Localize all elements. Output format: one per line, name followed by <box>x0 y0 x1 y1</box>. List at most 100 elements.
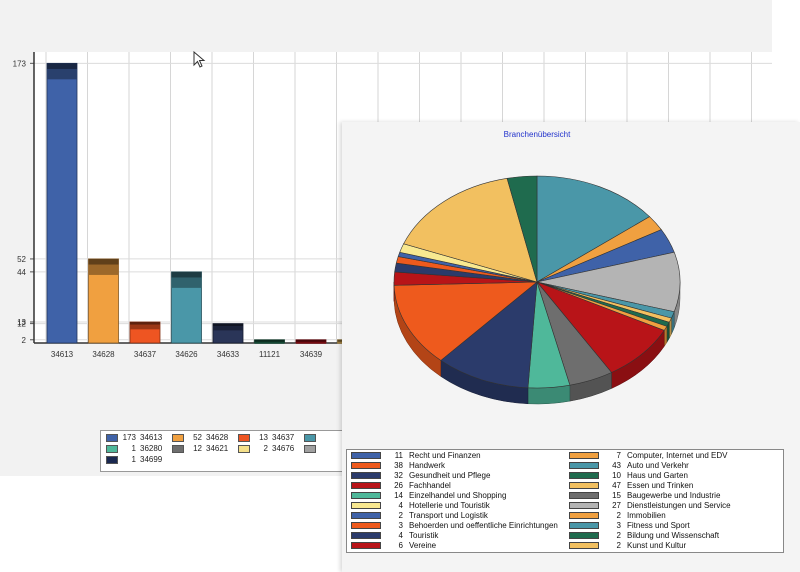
pie-legend-item: 6 Vereine <box>351 541 436 551</box>
bar-legend-count: 2 <box>263 444 268 453</box>
y-tick-label: 173 <box>13 59 27 68</box>
pie-legend-label: Auto und Verkehr <box>627 461 689 470</box>
bar-cap-edge <box>47 63 77 69</box>
pie-legend-item: 27 Dienstleistungen und Service <box>569 501 731 511</box>
pie-legend-item: 4 Hotellerie und Touristik <box>351 501 490 511</box>
pie-legend-swatch <box>351 502 381 510</box>
pie-legend-swatch <box>351 522 381 530</box>
pie-legend-swatch <box>351 462 381 470</box>
pie-legend-label: Fitness und Sport <box>627 521 690 530</box>
pie-legend-count: 11 <box>394 451 403 460</box>
pie-legend-swatch <box>351 482 381 490</box>
pie-legend-count: 2 <box>616 511 621 520</box>
bar-cap-edge <box>213 323 243 326</box>
pie-legend-item: 2 Transport und Logistik <box>351 511 488 521</box>
bar-legend-label: 34613 <box>140 433 163 442</box>
x-tick-label: 34613 <box>51 350 74 359</box>
bar-legend-swatch <box>106 455 118 464</box>
bar-cap-edge <box>171 271 202 278</box>
bar-legend-item: 2 34676 <box>238 444 294 454</box>
y-tick-label: 13 <box>17 318 26 327</box>
pie-legend-item: 11 Recht und Finanzen <box>351 451 481 461</box>
bar-legend-label: 34621 <box>206 444 229 453</box>
pie-legend-item: 4 Touristik <box>351 531 438 541</box>
bar-cap-edge <box>254 339 285 342</box>
pie-legend-count: 14 <box>394 491 403 500</box>
pie-legend-count: 4 <box>398 501 403 510</box>
pie-legend-count: 6 <box>398 541 403 550</box>
pie-legend-swatch <box>569 522 599 530</box>
mouse-cursor-icon <box>193 51 206 68</box>
pie-legend-count: 38 <box>394 461 403 470</box>
pie-legend-label: Fachhandel <box>409 481 451 490</box>
y-tick-label: 44 <box>17 268 26 277</box>
bar-legend-item <box>304 433 338 443</box>
pie-legend-item: 14 Einzelhandel und Shopping <box>351 491 506 501</box>
pie-legend-count: 47 <box>612 481 621 490</box>
pie-legend-item: 10 Haus und Garten <box>569 471 688 481</box>
pie-legend-item: 2 Bildung und Wissenschaft <box>569 531 719 541</box>
pie-legend-label: Haus und Garten <box>627 471 688 480</box>
pie-legend-item: 38 Handwerk <box>351 461 445 471</box>
pie-legend-item: 3 Fitness und Sport <box>569 521 690 531</box>
pie-legend-count: 2 <box>398 511 403 520</box>
bar-legend-item: 52 34628 <box>172 433 228 443</box>
bar-cap-edge <box>130 321 160 325</box>
pie-slice <box>403 178 538 283</box>
x-tick-label: 11121 <box>259 350 281 359</box>
pie-legend-label: Immobilien <box>627 511 666 520</box>
y-tick-label: 2 <box>22 336 27 345</box>
pie-legend-swatch <box>351 452 381 460</box>
y-tick-label: 12 <box>17 320 26 329</box>
pie-slice <box>440 281 538 389</box>
x-tick-label: 34626 <box>175 350 198 359</box>
pie-legend-swatch <box>569 492 599 500</box>
pie-legend-swatch <box>351 532 381 540</box>
bar-cap-edge <box>88 258 119 265</box>
pie-legend-item: 15 Baugewerbe und Industrie <box>569 491 720 501</box>
bar-legend-count: 52 <box>193 433 202 442</box>
bar-legend-item <box>304 444 338 454</box>
pie-legend-count: 7 <box>616 451 621 460</box>
bar-legend-swatch <box>106 433 118 442</box>
pie-legend-item: 43 Auto und Verkehr <box>569 461 689 471</box>
bar-legend-swatch <box>172 444 184 453</box>
pie-legend-label: Dienstleistungen und Service <box>627 501 731 510</box>
pie-legend-swatch <box>569 502 599 510</box>
bar-legend-item: 1 36280 <box>106 444 162 454</box>
bar-legend-item: 12 34621 <box>172 444 228 454</box>
bar-legend-swatch <box>238 444 250 453</box>
pie-legend-count: 3 <box>616 521 621 530</box>
pie-legend-label: Touristik <box>409 531 439 540</box>
pie-legend-label: Bildung und Wissenschaft <box>627 531 720 540</box>
pie-slice <box>536 175 651 283</box>
pie-legend-swatch <box>569 462 599 470</box>
pie-legend-count: 2 <box>616 531 621 540</box>
pie-chart-window: Branchenübersicht 11 Recht und Finanzen 38… <box>342 122 800 572</box>
pie-legend-label: Kunst und Kultur <box>627 541 687 550</box>
bar-cap <box>213 323 243 331</box>
pie-legend-item: 2 Immobilien <box>569 511 666 521</box>
pie-legend-swatch <box>351 492 381 500</box>
pie-legend-label: Behoerden und oeffentliche Einrichtungen <box>409 521 558 530</box>
pie-legend-item: 32 Gesundheit und Pflege <box>351 471 490 481</box>
pie-legend-label: Handwerk <box>409 461 446 470</box>
pie-legend-swatch <box>569 472 599 480</box>
pie-legend-label: Transport und Logistik <box>409 511 488 520</box>
pie-legend-item: 26 Fachhandel <box>351 481 451 491</box>
bar-legend-label: 34628 <box>206 433 229 442</box>
pie-legend-item: 2 Kunst und Kultur <box>569 541 686 551</box>
pie-legend-count: 32 <box>394 471 403 480</box>
x-tick-label: 34628 <box>92 350 115 359</box>
bar-legend-item: 1 34699 <box>106 455 162 465</box>
bar-cap <box>130 321 160 330</box>
bar-legend-label: 34676 <box>272 444 295 453</box>
bar-legend-count: 173 <box>122 433 136 442</box>
bar-legend-swatch <box>172 433 184 442</box>
pie-legend-swatch <box>569 452 599 460</box>
bar-legend-label: 34637 <box>272 433 295 442</box>
pie-legend-count: 26 <box>394 481 403 490</box>
pie-legend-item: 47 Essen und Trinken <box>569 481 693 491</box>
pie-legend-swatch <box>569 512 599 520</box>
pie-legend-label: Baugewerbe und Industrie <box>627 491 721 500</box>
